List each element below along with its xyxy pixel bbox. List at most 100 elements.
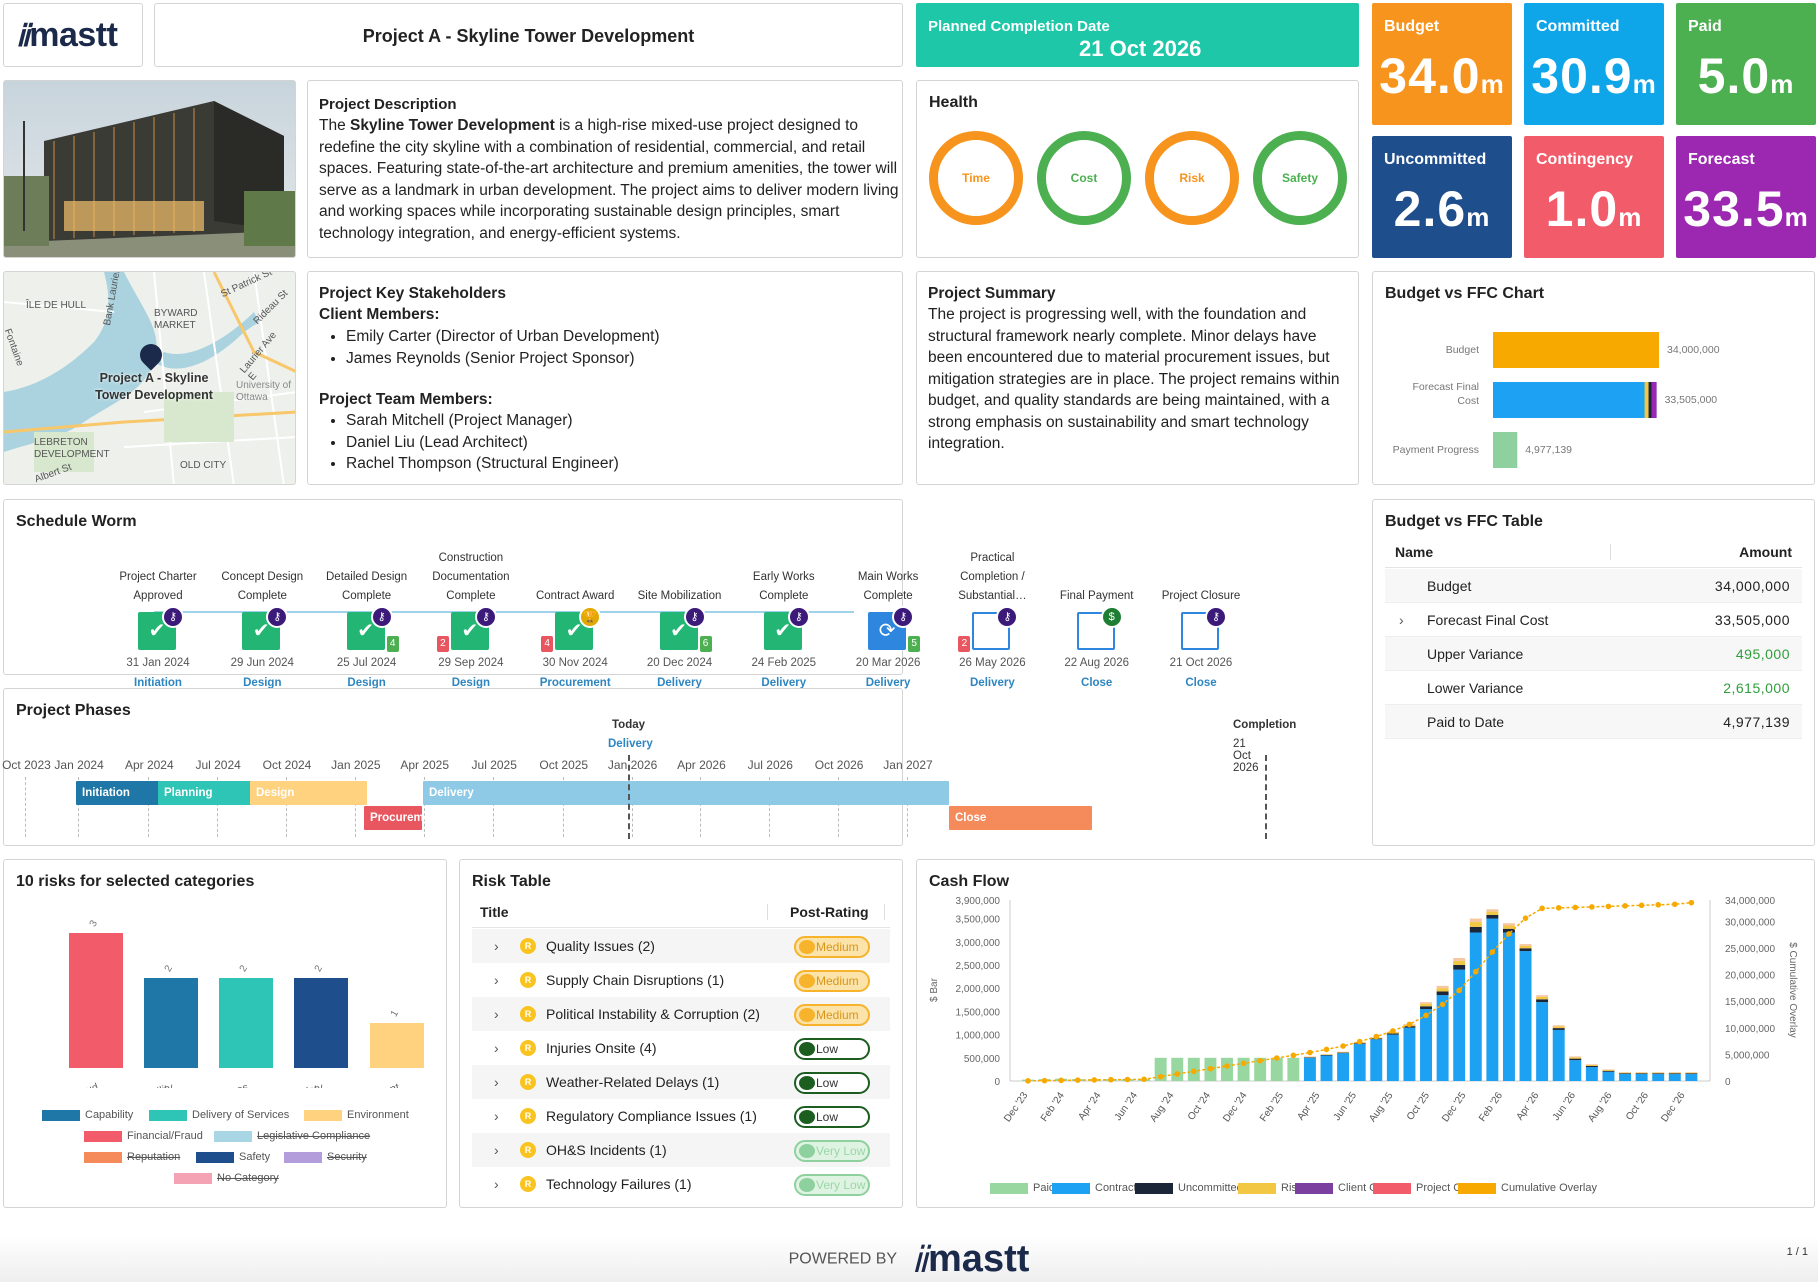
cf-cumulative-point[interactable] [1224,1063,1230,1069]
cf-bar[interactable] [1287,1057,1300,1081]
location-map[interactable]: ÎLE DE HULL BYWARD MARKET St Patrick St … [3,271,296,485]
cf-bar[interactable] [1519,944,1532,946]
milestone-phase[interactable]: Initiation [134,677,182,689]
chevron-right-icon[interactable]: › [494,1108,499,1124]
cf-bar[interactable] [1502,932,1515,1081]
legend-item[interactable]: Delivery of Services [149,1109,289,1121]
milestone-phase[interactable]: Procurement [539,677,611,689]
cf-cumulative-point[interactable] [1307,1049,1313,1056]
risk-bar[interactable] [69,933,123,1068]
cf-cumulative-point[interactable] [1622,903,1628,909]
cf-cumulative-point[interactable] [1141,1076,1147,1083]
risk-bar[interactable] [219,978,273,1068]
cf-bar[interactable] [1469,922,1482,927]
health-cost-indicator[interactable]: Cost [1037,131,1131,225]
chevron-right-icon[interactable]: › [494,938,499,954]
kpi-committed[interactable]: Committed 30.9m [1524,3,1664,125]
ffc-table-row[interactable]: Paid to Date 4,977,139 [1385,705,1802,739]
cf-cumulative-point[interactable] [1489,949,1496,955]
cf-bar[interactable] [1320,1054,1333,1056]
ffc-table-row[interactable]: Upper Variance 495,000 [1385,637,1802,671]
cf-bar[interactable] [1585,1067,1598,1081]
legend-item[interactable]: Reputation [84,1151,180,1163]
risk-row[interactable]: › R Weather-Related Delays (1) Low [472,1065,890,1099]
milestone-phase[interactable]: Close [1081,677,1113,689]
cf-cumulative-point[interactable] [1373,1033,1380,1040]
cf-bar[interactable] [1519,951,1532,1081]
cf-bar[interactable] [1552,1028,1565,1030]
cf-cumulative-point[interactable] [1091,1077,1098,1083]
milestone-phase[interactable]: Design [243,677,282,689]
cf-bar[interactable] [1486,918,1499,1081]
cf-cumulative-point[interactable] [1655,901,1662,908]
rating-pill[interactable]: Very Low [794,1140,870,1162]
cf-bar[interactable] [1552,1025,1565,1027]
key-icon[interactable]: ⚷ [683,606,706,628]
cf-bar[interactable] [1519,948,1532,952]
cf-bar[interactable] [1270,1057,1283,1081]
cf-bar[interactable] [1254,1057,1267,1081]
cf-bar[interactable] [1303,1057,1316,1081]
cf-bar[interactable] [1536,1002,1549,1081]
key-icon[interactable]: ⚷ [996,606,1019,628]
risk-row[interactable]: › R Technology Failures (1) Very Low [472,1167,890,1201]
cf-bar[interactable] [1353,1043,1366,1081]
cf-bar[interactable] [1685,1072,1698,1074]
cf-cumulative-point[interactable] [1406,1021,1413,1028]
cf-cumulative-point[interactable] [1423,1012,1429,1019]
cf-bar[interactable] [1469,926,1482,933]
cf-bar[interactable] [1635,1074,1648,1081]
cf-bar[interactable] [1602,1070,1615,1072]
cf-bar[interactable] [1502,925,1515,929]
legend-item[interactable]: Environment [304,1109,409,1121]
key-icon[interactable]: ⚷ [787,606,810,628]
milestone[interactable]: Detailed Design Complete ✔ ⚷ 4 25 Jul 2024 De… [315,520,419,690]
cf-bar[interactable] [1635,1073,1648,1075]
cf-bar[interactable] [1403,1027,1416,1081]
key-icon[interactable]: ⚷ [892,606,915,628]
cf-bar[interactable] [1585,1064,1598,1065]
cf-legend-item[interactable]: Uncommitted [1135,1182,1243,1194]
col-amount[interactable]: Amount [1739,544,1792,560]
cf-bar[interactable] [1486,914,1499,919]
cf-bar[interactable] [1303,1057,1316,1058]
bvf-bar[interactable] [1493,432,1518,468]
rating-pill[interactable]: Low [794,1072,870,1094]
risk-bar[interactable] [294,978,348,1068]
cf-cumulative-point[interactable] [1456,987,1462,994]
kpi-paid[interactable]: Paid 5.0m [1676,3,1816,125]
milestone[interactable]: Project Closure ⚷ 21 Oct 2026 Close [1149,520,1253,690]
col-post-rating[interactable]: Post-Rating [790,904,869,920]
cf-bar[interactable] [1436,985,1449,989]
phase-bar-procureme[interactable]: Procureme [364,806,430,830]
cf-cumulative-point[interactable] [1025,1078,1031,1084]
cf-bar[interactable] [1453,964,1466,970]
milestone[interactable]: Concept Design Complete ✔ ⚷ 29 Jun 2024 Desi… [210,520,314,690]
kpi-forecast[interactable]: Forecast 33.5m [1676,136,1816,258]
milestone-phase[interactable]: Design [347,677,386,689]
trophy-icon[interactable]: 🏆 [579,606,602,628]
rating-pill[interactable]: Medium [794,1004,870,1026]
milestone-phase[interactable]: Close [1185,677,1217,689]
cf-cumulative-point[interactable] [1074,1077,1081,1083]
milestone-phase[interactable]: Delivery [970,677,1015,689]
cf-bar[interactable] [1619,1074,1632,1081]
cf-legend-item[interactable]: Paid [990,1182,1055,1194]
cf-cumulative-point[interactable] [1207,1065,1214,1072]
bvf-bar[interactable] [1493,332,1659,368]
cf-bar[interactable] [1652,1072,1665,1074]
dollar-icon[interactable]: $ [1100,606,1123,628]
cf-cumulative-point[interactable] [1522,915,1529,922]
milestone-phase[interactable]: Delivery [865,677,911,689]
cf-bar[interactable] [1502,923,1515,926]
cf-bar[interactable] [1453,958,1466,961]
risk-bar[interactable] [144,978,198,1068]
chevron-right-icon[interactable]: › [494,972,499,988]
rating-pill[interactable]: Very Low [794,1174,870,1196]
cf-cumulative-point[interactable] [1290,1052,1297,1059]
cf-cumulative-point[interactable] [1240,1060,1247,1067]
legend-item[interactable]: Safety [196,1151,270,1163]
ffc-table-row[interactable]: Lower Variance 2,615,000 [1385,671,1802,705]
cf-bar[interactable] [1171,1057,1184,1081]
cf-cumulative-point[interactable] [1472,968,1479,975]
